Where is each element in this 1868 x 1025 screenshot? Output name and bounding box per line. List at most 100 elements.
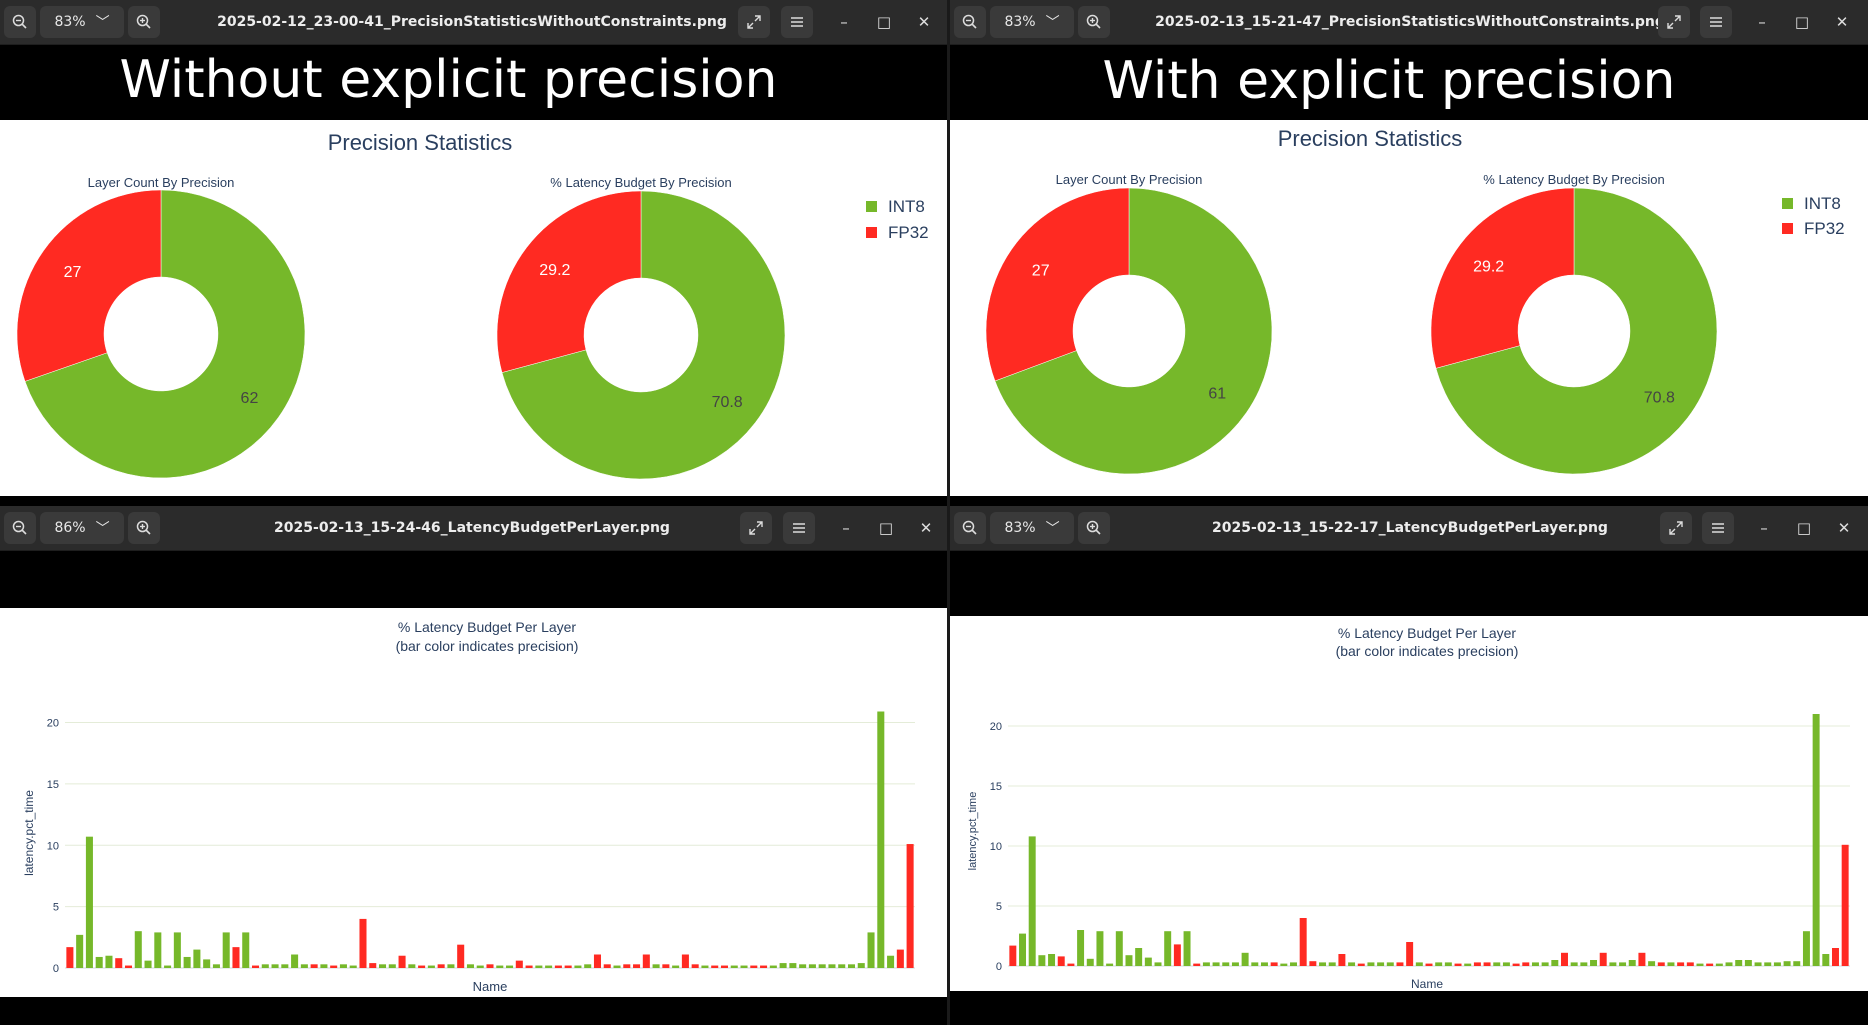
bar — [242, 932, 250, 968]
bar — [1057, 956, 1065, 966]
minimize-button[interactable]: – — [832, 512, 860, 544]
bar — [769, 965, 777, 968]
bar — [838, 964, 846, 968]
zoom-in-button[interactable] — [128, 512, 160, 544]
maximize-button[interactable]: □ — [1790, 512, 1818, 544]
bar — [1822, 954, 1830, 966]
menu-button[interactable] — [1700, 6, 1732, 38]
y-tick-labels: 0 5 10 15 20 — [47, 718, 59, 975]
minimize-icon: – — [1760, 519, 1768, 537]
bar — [867, 932, 875, 968]
bar — [222, 932, 230, 968]
legend-label-int8: INT8 — [888, 197, 925, 216]
zoom-out-button[interactable] — [954, 512, 986, 544]
zoom-in-button[interactable] — [128, 6, 160, 38]
donut-title: Layer Count By Precision — [88, 175, 235, 190]
fullscreen-button[interactable] — [740, 512, 772, 544]
close-button[interactable]: ✕ — [1830, 512, 1858, 544]
bar — [1077, 930, 1085, 966]
bar — [164, 965, 172, 968]
minimize-button[interactable]: – — [1748, 6, 1776, 38]
close-button[interactable]: ✕ — [910, 6, 938, 38]
zoom-in-button[interactable] — [1078, 6, 1110, 38]
bar — [193, 949, 201, 968]
fullscreen-button[interactable] — [1658, 6, 1690, 38]
fullscreen-button[interactable] — [1660, 512, 1692, 544]
y-tick-labels: 0 5 10 15 20 — [990, 721, 1002, 973]
hamburger-menu-icon — [793, 523, 805, 533]
maximize-button[interactable]: □ — [872, 512, 900, 544]
zoom-level-dropdown[interactable]: 83% ﹀ — [990, 6, 1074, 38]
window-title: 2025-02-12_23-00-41_PrecisionStatisticsW… — [217, 14, 727, 30]
zoom-level-dropdown[interactable]: 83% ﹀ — [990, 512, 1074, 544]
bar — [398, 955, 406, 968]
legend-swatch-int8 — [866, 201, 877, 212]
bar — [1502, 962, 1510, 966]
bar — [1435, 962, 1443, 966]
bar — [457, 944, 465, 968]
zoom-in-button[interactable] — [1078, 512, 1110, 544]
donut-slice-int8 — [1435, 187, 1718, 475]
bar — [427, 965, 435, 968]
bar — [437, 964, 445, 968]
bar — [408, 964, 416, 968]
minimize-button[interactable]: – — [1750, 512, 1778, 544]
bar — [584, 964, 592, 968]
legend: INT8 FP32 — [866, 197, 929, 242]
fullscreen-button[interactable] — [738, 6, 770, 38]
donut-slice-label: 29.2 — [539, 262, 570, 279]
donut-slice-fp32 — [985, 187, 1130, 382]
zoom-level-value: 83% — [54, 14, 86, 30]
bar — [95, 956, 103, 968]
bar — [466, 964, 474, 968]
bar — [1164, 931, 1172, 966]
bar — [203, 959, 211, 968]
zoom-out-button[interactable] — [4, 512, 36, 544]
zoom-in-icon — [136, 14, 151, 29]
bar — [1106, 963, 1114, 966]
banner-text: Without explicit precision — [119, 50, 778, 110]
bar — [1067, 963, 1075, 966]
maximize-button[interactable]: □ — [870, 6, 898, 38]
bar — [1231, 962, 1239, 966]
bar — [506, 965, 514, 968]
bar — [1406, 942, 1414, 966]
hamburger-menu-icon — [1712, 523, 1724, 533]
bar — [633, 964, 641, 968]
legend-swatch-fp32 — [866, 227, 877, 238]
bars — [1009, 714, 1849, 966]
bar — [1667, 962, 1675, 966]
y-tick-label: 15 — [990, 781, 1002, 793]
menu-button[interactable] — [781, 6, 813, 38]
bar — [359, 918, 367, 968]
minimize-icon: – — [840, 13, 848, 31]
close-button[interactable]: ✕ — [1828, 6, 1856, 38]
zoom-level-dropdown[interactable]: 86% ﹀ — [40, 512, 124, 544]
maximize-button[interactable]: □ — [1788, 6, 1816, 38]
close-button[interactable]: ✕ — [912, 512, 940, 544]
bar — [1202, 962, 1210, 966]
bar — [1415, 962, 1423, 966]
donut-latency-budget: % Latency Budget By Precision 70.8 29.2 — [1430, 172, 1718, 475]
bar — [261, 964, 269, 968]
expand-icon — [747, 15, 761, 29]
menu-button[interactable] — [1702, 512, 1734, 544]
minimize-button[interactable]: – — [830, 6, 858, 38]
y-tick-label: 20 — [47, 718, 59, 730]
bar — [545, 965, 553, 968]
window-title: 2025-02-13_15-24-46_LatencyBudgetPerLaye… — [274, 520, 670, 536]
donut-slice-label: 29.2 — [1473, 259, 1504, 276]
menu-button[interactable] — [783, 512, 815, 544]
bar — [212, 964, 220, 968]
zoom-level-dropdown[interactable]: 83% ﹀ — [40, 6, 124, 38]
bar — [525, 965, 533, 968]
bar — [1793, 961, 1801, 966]
bar — [887, 955, 895, 968]
zoom-out-button[interactable] — [4, 6, 36, 38]
bar — [1280, 963, 1288, 966]
expand-icon — [1669, 521, 1683, 535]
zoom-out-button[interactable] — [954, 6, 986, 38]
bar — [1357, 963, 1365, 966]
maximize-icon: □ — [878, 519, 894, 537]
hamburger-menu-icon — [791, 17, 803, 27]
